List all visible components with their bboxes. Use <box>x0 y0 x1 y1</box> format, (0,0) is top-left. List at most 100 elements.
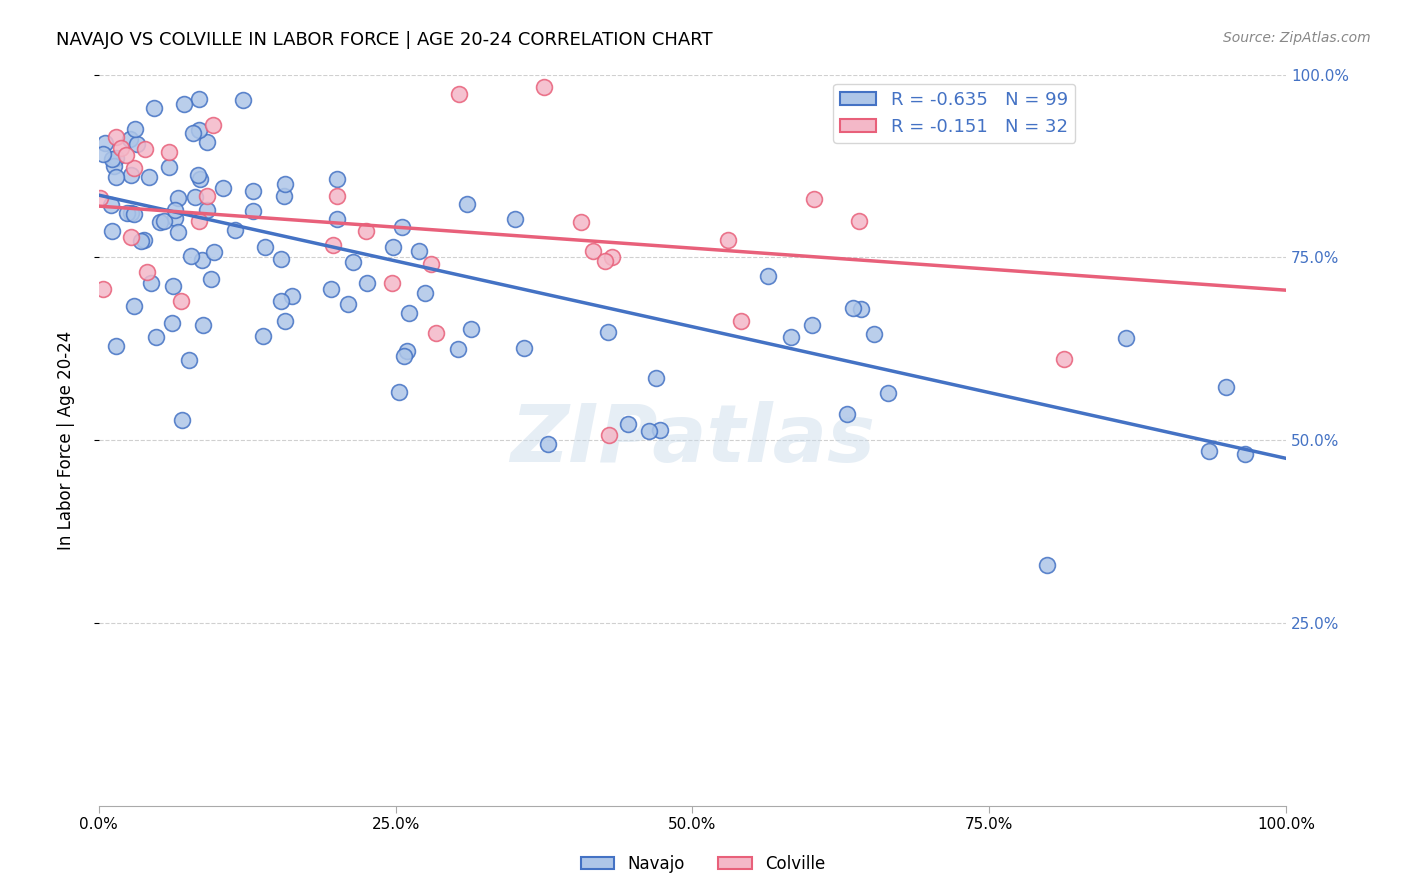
Point <box>803 192 825 206</box>
Point <box>780 329 803 343</box>
Point <box>197 202 219 217</box>
Point <box>157 145 180 160</box>
Point <box>281 289 304 303</box>
Point <box>134 142 156 156</box>
Point <box>1234 447 1257 461</box>
Point <box>398 306 420 320</box>
Point <box>512 341 534 355</box>
Point <box>274 177 297 191</box>
Point <box>170 412 193 426</box>
Point <box>153 213 176 227</box>
Point <box>180 249 202 263</box>
Point <box>195 135 218 149</box>
Point <box>169 293 191 308</box>
Point <box>91 146 114 161</box>
Point <box>181 127 204 141</box>
Point <box>1036 558 1059 572</box>
Point <box>505 211 527 226</box>
Point <box>356 224 378 238</box>
Point <box>242 203 264 218</box>
Point <box>381 276 404 290</box>
Point <box>381 239 404 253</box>
Point <box>645 371 668 385</box>
Text: ZIPatlas: ZIPatlas <box>510 401 875 479</box>
Point <box>863 326 886 341</box>
Point <box>104 338 127 352</box>
Point <box>319 282 342 296</box>
Point <box>114 148 136 162</box>
Point <box>122 207 145 221</box>
Point <box>848 214 870 228</box>
Point <box>756 269 779 284</box>
Text: Source: ZipAtlas.com: Source: ZipAtlas.com <box>1223 31 1371 45</box>
Point <box>425 326 447 341</box>
Point <box>800 318 823 332</box>
Point <box>162 278 184 293</box>
Point <box>124 121 146 136</box>
Point <box>1053 351 1076 366</box>
Point <box>187 92 209 106</box>
Point <box>122 299 145 313</box>
Point <box>835 407 858 421</box>
Y-axis label: In Labor Force | Age 20-24: In Labor Force | Age 20-24 <box>58 330 75 549</box>
Point <box>648 423 671 437</box>
Point <box>167 225 190 239</box>
Point <box>145 329 167 343</box>
Point <box>841 301 863 315</box>
Point <box>138 169 160 184</box>
Point <box>447 87 470 101</box>
Point <box>392 349 415 363</box>
Point <box>105 130 128 145</box>
Point <box>242 184 264 198</box>
Point <box>342 255 364 269</box>
Point <box>252 329 274 343</box>
Point <box>200 272 222 286</box>
Point <box>600 250 623 264</box>
Point <box>273 189 295 203</box>
Point <box>1215 379 1237 393</box>
Point <box>408 244 430 259</box>
Point <box>193 318 215 333</box>
Point <box>177 352 200 367</box>
Point <box>326 211 349 226</box>
Point <box>270 294 292 309</box>
Point <box>447 343 470 357</box>
Point <box>617 417 640 431</box>
Point <box>537 437 560 451</box>
Point <box>1198 443 1220 458</box>
Point <box>173 97 195 112</box>
Point <box>134 234 156 248</box>
Point <box>105 151 128 165</box>
Legend: Navajo, Colville: Navajo, Colville <box>574 848 832 880</box>
Point <box>115 206 138 220</box>
Point <box>149 215 172 229</box>
Point <box>413 286 436 301</box>
Point <box>336 297 359 311</box>
Point <box>89 191 111 205</box>
Point <box>211 181 233 195</box>
Point <box>120 230 142 244</box>
Point <box>270 252 292 266</box>
Point <box>456 197 478 211</box>
Point <box>167 191 190 205</box>
Point <box>326 189 349 203</box>
Point <box>596 325 619 339</box>
Point <box>273 314 295 328</box>
Point <box>101 224 124 238</box>
Point <box>94 136 117 151</box>
Point <box>253 239 276 253</box>
Point <box>325 172 347 186</box>
Point <box>187 123 209 137</box>
Point <box>187 214 209 228</box>
Point <box>593 254 616 268</box>
Point <box>110 141 132 155</box>
Point <box>391 219 413 234</box>
Point <box>183 190 205 204</box>
Point <box>395 343 418 358</box>
Point <box>201 119 224 133</box>
Point <box>876 385 898 400</box>
Point <box>91 282 114 296</box>
Point <box>582 244 605 258</box>
Point <box>356 277 378 291</box>
Point <box>460 322 482 336</box>
